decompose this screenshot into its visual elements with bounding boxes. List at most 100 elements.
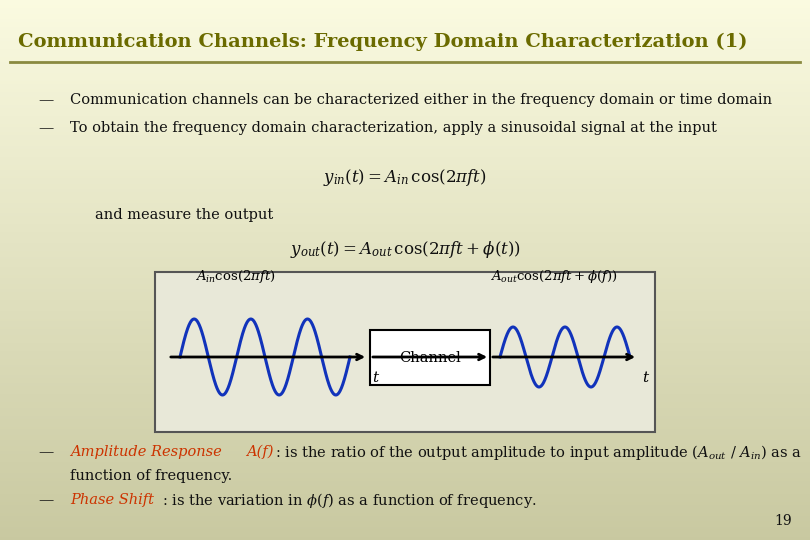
Bar	[0, 3, 810, 6]
Bar	[0, 297, 810, 301]
Bar	[0, 500, 810, 503]
Bar	[0, 84, 810, 87]
Bar	[0, 59, 810, 63]
Bar	[0, 216, 810, 220]
Bar	[0, 432, 810, 436]
Bar	[0, 14, 810, 17]
Bar	[0, 478, 810, 482]
Bar	[0, 43, 810, 47]
Bar	[0, 378, 810, 382]
Bar	[0, 16, 810, 20]
Bar	[0, 230, 810, 233]
Bar	[0, 81, 810, 85]
Bar	[0, 192, 810, 195]
Bar	[0, 510, 810, 514]
Bar	[0, 202, 810, 206]
Bar	[0, 284, 810, 287]
Bar	[0, 454, 810, 457]
Text: —: —	[38, 93, 53, 107]
Bar	[370, 330, 490, 385]
Text: Channel: Channel	[399, 350, 461, 365]
Bar	[0, 165, 810, 168]
Bar	[0, 324, 810, 328]
Bar	[0, 5, 810, 9]
Bar	[0, 159, 810, 163]
Bar	[0, 8, 810, 12]
Text: : is the variation in $\phi(f)$ as a function of frequency.: : is the variation in $\phi(f)$ as a fun…	[162, 490, 536, 510]
Text: $t$: $t$	[642, 370, 650, 385]
Bar	[0, 424, 810, 428]
Bar	[0, 200, 810, 204]
Bar	[0, 116, 810, 120]
Bar	[0, 148, 810, 152]
Bar	[0, 27, 810, 31]
Bar	[0, 300, 810, 303]
Bar	[0, 205, 810, 209]
Bar	[0, 410, 810, 414]
Bar	[0, 516, 810, 519]
Bar	[0, 213, 810, 217]
Bar	[0, 483, 810, 487]
Bar	[0, 270, 810, 274]
Bar	[0, 470, 810, 474]
Bar	[0, 235, 810, 239]
Bar	[0, 362, 810, 366]
Bar	[0, 370, 810, 374]
Bar	[0, 489, 810, 492]
Bar	[0, 57, 810, 60]
Bar	[0, 335, 810, 339]
Bar	[0, 30, 810, 33]
Bar	[0, 92, 810, 96]
Text: —: —	[38, 445, 53, 459]
Bar	[0, 302, 810, 306]
Text: function of frequency.: function of frequency.	[70, 469, 232, 483]
Bar	[0, 381, 810, 384]
Bar	[0, 310, 810, 314]
Bar	[0, 286, 810, 290]
Bar	[0, 73, 810, 77]
Bar	[0, 467, 810, 471]
Bar	[0, 359, 810, 363]
Bar	[0, 68, 810, 71]
Bar	[0, 524, 810, 528]
Bar	[0, 405, 810, 409]
Bar	[0, 176, 810, 179]
Bar	[0, 518, 810, 522]
Bar	[0, 535, 810, 538]
Bar	[0, 343, 810, 347]
Bar	[0, 289, 810, 293]
Text: $A_{in}\cos(2\pi ft)$: $A_{in}\cos(2\pi ft)$	[195, 268, 275, 285]
Bar	[0, 308, 810, 312]
Bar	[0, 173, 810, 177]
Bar	[0, 146, 810, 150]
Bar	[0, 446, 810, 449]
Bar	[0, 140, 810, 144]
Bar	[0, 11, 810, 15]
Bar	[0, 513, 810, 517]
Bar	[0, 108, 810, 112]
Bar	[0, 394, 810, 398]
Bar	[0, 46, 810, 50]
Bar	[0, 119, 810, 123]
Bar	[0, 238, 810, 241]
Text: and measure the output: and measure the output	[95, 208, 273, 222]
Bar	[0, 54, 810, 58]
Bar	[0, 494, 810, 498]
Bar	[0, 464, 810, 468]
Bar	[0, 327, 810, 330]
Bar	[0, 281, 810, 285]
Bar	[0, 243, 810, 247]
Text: $y_{out}(t) = A_{out}\,\cos(2\pi ft + \phi(t))$: $y_{out}(t) = A_{out}\,\cos(2\pi ft + \p…	[290, 240, 520, 260]
Bar	[0, 246, 810, 249]
Bar	[0, 340, 810, 344]
Bar	[0, 332, 810, 336]
Bar	[0, 181, 810, 185]
Bar	[0, 502, 810, 506]
Bar	[0, 305, 810, 309]
Bar	[0, 35, 810, 39]
Bar	[0, 440, 810, 444]
Bar	[0, 472, 810, 476]
Text: A(f): A(f)	[246, 445, 274, 459]
Bar	[0, 537, 810, 540]
Bar	[0, 221, 810, 225]
